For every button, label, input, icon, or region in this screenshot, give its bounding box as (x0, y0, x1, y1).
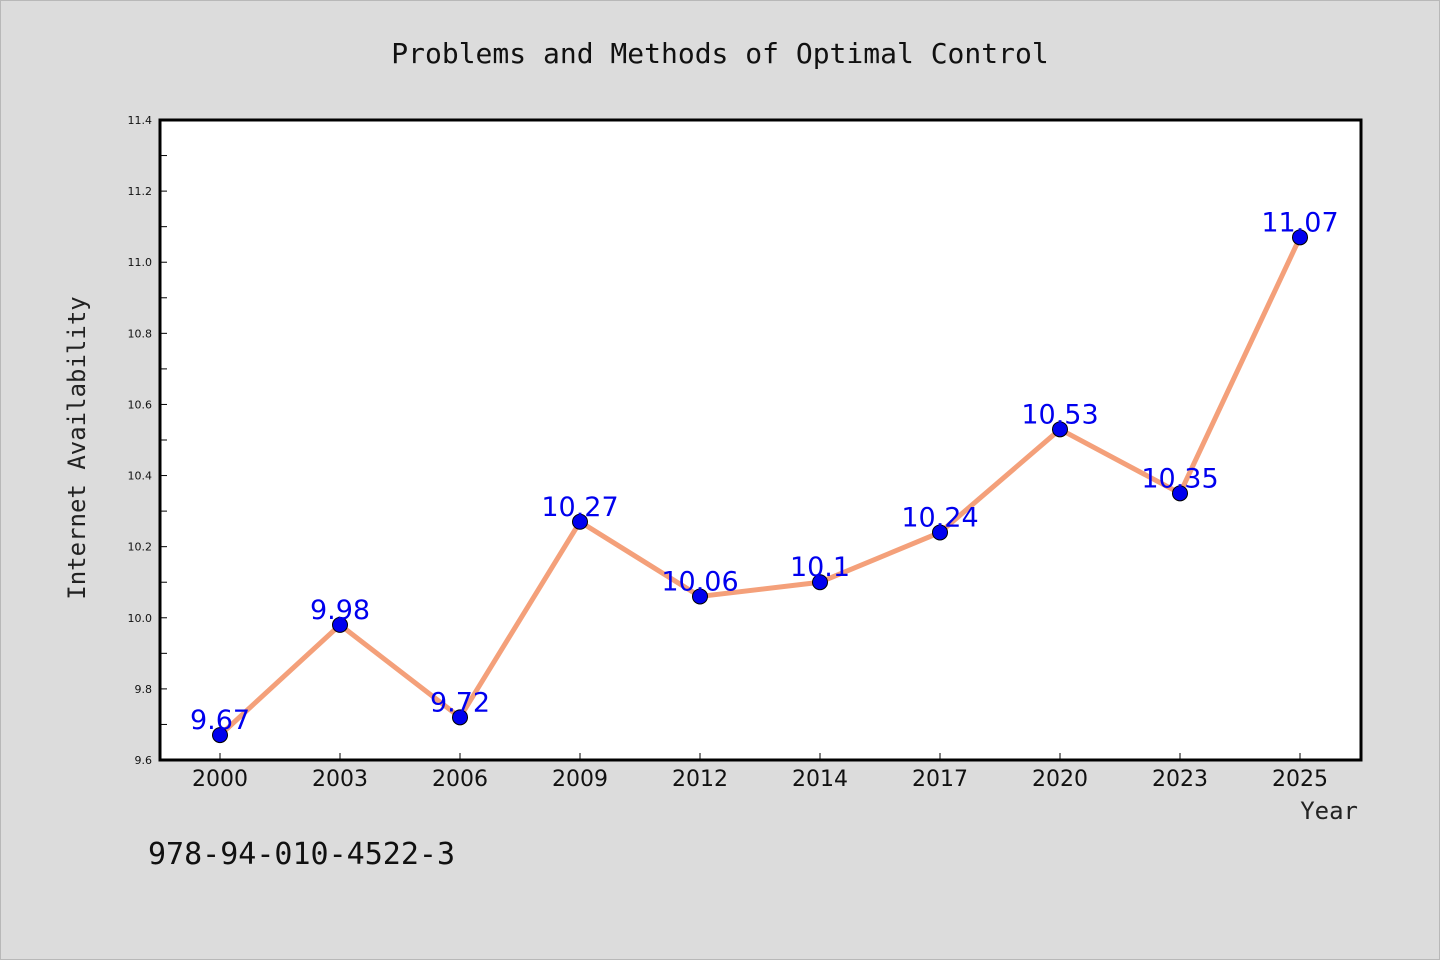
data-label-2014: 10.1 (790, 552, 850, 583)
data-point-2003 (332, 616, 348, 633)
data-point-2006 (452, 709, 468, 726)
y-tick-label: 9.6 (135, 754, 153, 767)
y-tick-label: 10.8 (128, 327, 153, 340)
y-axis: 9.6 9.8 10.0 10.2 10.4 10.6 10.8 11.0 11.2 11.4 (128, 114, 167, 767)
data-label-2012: 10.06 (661, 566, 738, 597)
data-label-2000: 9.67 (190, 705, 250, 736)
series-line (217, 234, 1303, 738)
x-tick-label: 2017 (912, 767, 968, 792)
data-point-2012 (692, 588, 708, 605)
x-tick-label: 2006 (432, 767, 488, 792)
y-tick-label: 11.0 (128, 256, 153, 269)
data-label-2006: 9.72 (430, 687, 490, 718)
y-tick-label: 11.2 (128, 185, 153, 198)
data-label-group: 9.67 9.98 9.72 10.27 10.06 10.1 10.24 10.53 10.3… (190, 207, 1339, 736)
x-tick-label: 2014 (792, 767, 848, 792)
data-point-2014 (812, 574, 828, 591)
x-tick-label: 2003 (312, 767, 368, 792)
data-label-2020: 10.53 (1021, 399, 1098, 430)
data-point-2017 (932, 524, 948, 541)
data-label-2003: 9.98 (310, 595, 370, 626)
y-tick-label: 10.6 (128, 398, 153, 411)
data-label-2023: 10.35 (1141, 463, 1218, 494)
y-tick-label: 9.8 (135, 683, 153, 696)
data-point-2023 (1172, 485, 1188, 502)
footer-code: 978-94-010-4522-3 (148, 837, 455, 872)
series-line-group (217, 234, 1303, 738)
data-label-2025: 11.07 (1261, 207, 1338, 238)
x-axis: 2000 2003 2006 2009 2012 2014 2017 2020 2023 2025 (192, 753, 1328, 792)
x-tick-label: 2020 (1032, 767, 1088, 792)
data-label-2009: 10.27 (541, 492, 618, 523)
y-tick-label: 10.0 (128, 612, 153, 625)
x-axis-label: Year (1300, 797, 1358, 825)
y-tick-label: 10.2 (128, 541, 153, 554)
data-point-2009 (572, 513, 588, 530)
chart-title: Problems and Methods of Optimal Control (391, 37, 1048, 70)
data-label-2017: 10.24 (901, 502, 978, 533)
data-point-2020 (1052, 421, 1068, 438)
x-tick-label: 2025 (1272, 767, 1328, 792)
y-axis-label: Internet Availability (63, 296, 91, 599)
y-tick-label: 11.4 (128, 114, 153, 127)
data-point-2025 (1292, 229, 1308, 246)
x-tick-label: 2023 (1152, 767, 1208, 792)
y-tick-label: 10.4 (128, 470, 153, 483)
plot-area (158, 118, 1363, 762)
x-tick-label: 2009 (552, 767, 608, 792)
x-tick-label: 2000 (192, 767, 248, 792)
data-point-2000 (212, 727, 228, 744)
marker-group (212, 229, 1308, 744)
x-tick-label: 2012 (672, 767, 728, 792)
